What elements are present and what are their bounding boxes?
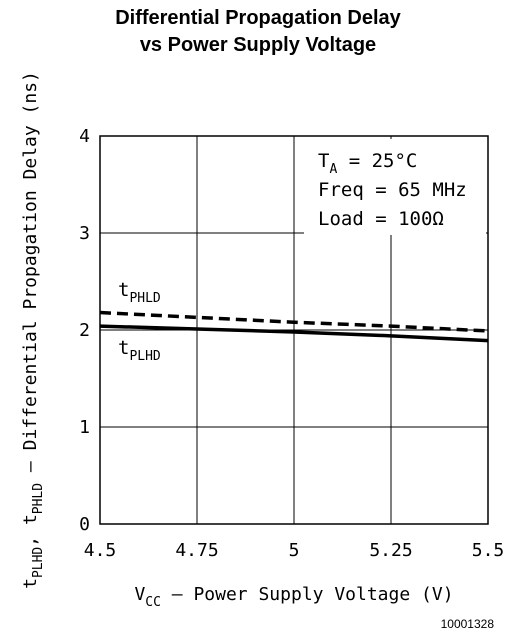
grid xyxy=(100,136,488,524)
x-axis-label: VCC – Power Supply Voltage (V) xyxy=(134,584,453,610)
series-line-tplhd xyxy=(99,324,489,343)
x-tick-label: 5.25 xyxy=(369,540,412,561)
tick-labels: 4.5 4.75 5 5.25 5.5 0 1 2 3 4 xyxy=(79,126,504,561)
y-tick-label: 0 xyxy=(79,514,90,535)
chart-title-line-1: Differential Propagation Delay xyxy=(115,7,401,29)
chart-title-line-2: vs Power Supply Voltage xyxy=(140,34,376,56)
y-tick-label: 1 xyxy=(79,417,90,438)
x-tick-label: 5 xyxy=(289,540,300,561)
annotation-background xyxy=(304,139,486,235)
series-label-tplhd: tPLHD xyxy=(118,337,161,364)
annotation-temperature: TA = 25°C xyxy=(318,150,417,177)
annotation-frequency: Freq = 65 MHz xyxy=(318,179,467,201)
y-axis-label: tPLHD, tPHLD – Differential Propagation … xyxy=(20,71,46,589)
x-tick-label: 5.5 xyxy=(472,540,505,561)
figure-id: 10001328 xyxy=(441,617,495,631)
annotation-load: Load = 100Ω xyxy=(318,208,444,230)
y-tick-label: 2 xyxy=(79,320,90,341)
x-tick-label: 4.5 xyxy=(84,540,117,561)
series-label-tphld: tPHLD xyxy=(118,279,161,306)
series-group xyxy=(99,310,489,343)
y-tick-label: 4 xyxy=(79,126,90,147)
y-tick-label: 3 xyxy=(79,223,90,244)
x-tick-label: 4.75 xyxy=(175,540,218,561)
series-line-tphld xyxy=(99,310,489,333)
